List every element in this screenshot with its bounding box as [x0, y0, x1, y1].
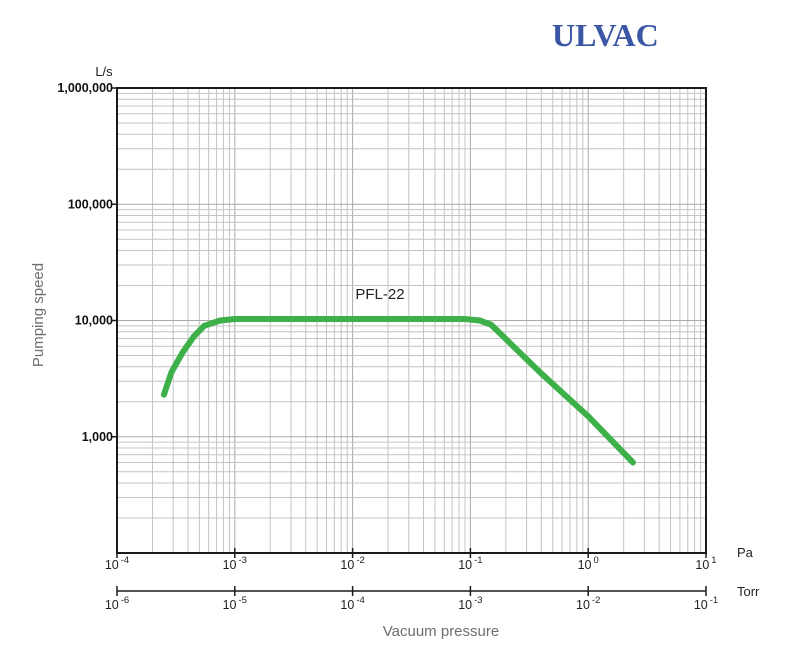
torr-tick-base: 10: [458, 598, 472, 612]
chart-series: [160, 316, 636, 466]
pa-tick-exponent: -3: [239, 555, 247, 566]
pa-tick-exponent: -2: [356, 555, 364, 566]
torr-tick-exponent: -5: [239, 595, 247, 606]
y-axis-unit: L/s: [95, 64, 113, 79]
pa-tick-base: 10: [695, 558, 709, 572]
pa-tick-base: 10: [105, 558, 119, 572]
pa-tick-label: 10 -1: [458, 555, 482, 572]
series-line-pfl-22: [160, 316, 636, 466]
ulvac-logo-svg: ULVAC: [552, 17, 659, 53]
pa-tick-label: 10 -2: [340, 555, 364, 572]
pa-tick-label: 10 0: [578, 555, 599, 572]
ulvac-logo: ULVAC: [552, 14, 702, 58]
torr-tick-label: 10 -3: [458, 595, 482, 612]
torr-tick-label: 10 -5: [223, 595, 247, 612]
pa-tick-exponent: 0: [594, 555, 599, 566]
pa-tick-label: 10 -4: [105, 555, 129, 572]
y-tick-label: 10,000: [75, 314, 113, 328]
torr-tick-base: 10: [340, 598, 354, 612]
torr-tick-base: 10: [223, 598, 237, 612]
torr-tick-base: 10: [576, 598, 590, 612]
torr-tick-exponent: -2: [592, 595, 600, 606]
torr-tick-label: 10 -6: [105, 595, 129, 612]
y-tick-label: 1,000: [82, 430, 113, 444]
pa-tick-exponent: -1: [474, 555, 482, 566]
y-tick-label: 100,000: [68, 197, 113, 211]
pa-tick-exponent: 1: [711, 555, 716, 566]
torr-tick-exponent: -4: [356, 595, 364, 606]
ulvac-logo-text: ULVAC: [552, 17, 659, 53]
torr-tick-label: 10 -2: [576, 595, 600, 612]
torr-tick-exponent: -6: [121, 595, 129, 606]
y-tick-label: 1,000,000: [57, 81, 113, 95]
pa-tick-base: 10: [578, 558, 592, 572]
pa-tick-label: 10 1: [695, 555, 716, 572]
torr-tick-exponent: -3: [474, 595, 482, 606]
x-axis-title: Vacuum pressure: [383, 623, 499, 640]
torr-axis-unit: Torr: [737, 584, 760, 599]
series-label-pfl-22: PFL-22: [355, 286, 404, 303]
torr-tick-base: 10: [694, 598, 708, 612]
torr-tick-label: 10 -4: [340, 595, 364, 612]
y-axis-title: Pumping speed: [30, 263, 47, 367]
pa-tick-base: 10: [340, 558, 354, 572]
pa-axis-unit: Pa: [737, 545, 754, 560]
torr-tick-label: 10 -1: [694, 595, 718, 612]
pa-tick-base: 10: [458, 558, 472, 572]
torr-tick-exponent: -1: [710, 595, 718, 606]
torr-tick-base: 10: [105, 598, 119, 612]
pa-tick-base: 10: [223, 558, 237, 572]
pa-tick-label: 10 -3: [223, 555, 247, 572]
pa-tick-exponent: -4: [121, 555, 129, 566]
